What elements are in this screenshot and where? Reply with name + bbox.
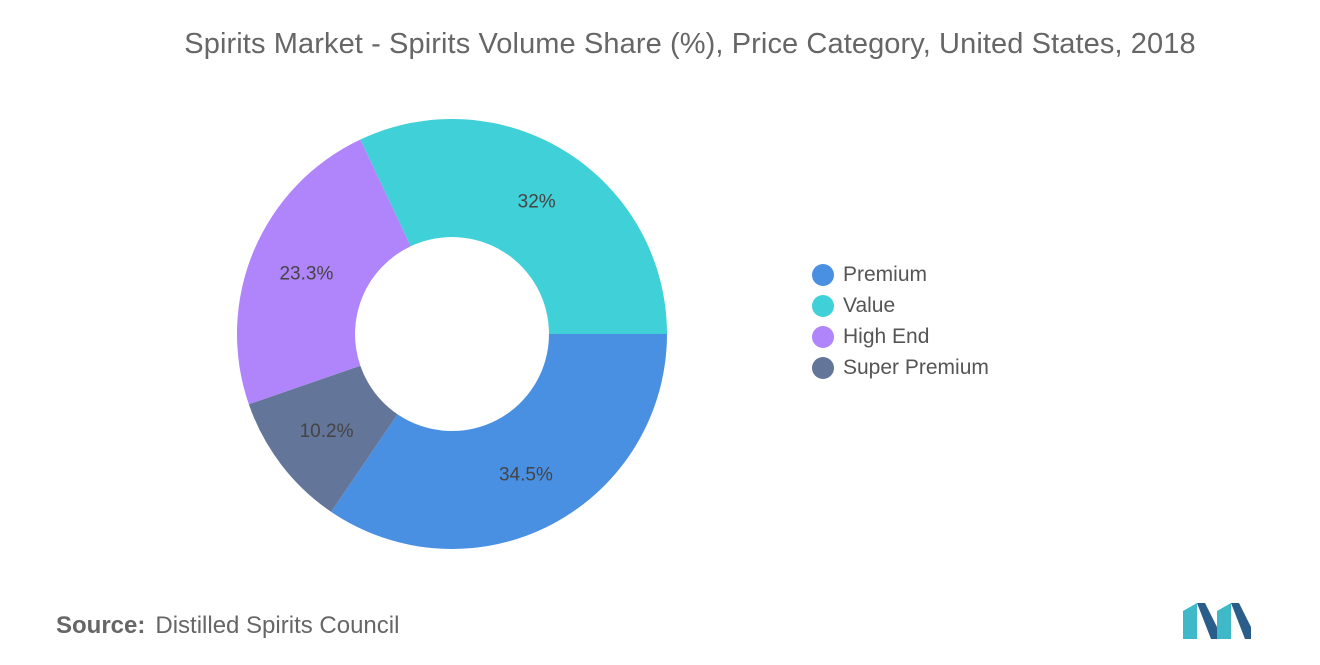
legend-label: Value — [843, 293, 896, 317]
chart-legend: Premium Value High End Super Premium — [812, 259, 989, 383]
mordor-logo-icon — [1183, 603, 1251, 639]
slice-label: 10.2% — [300, 421, 354, 442]
legend-swatch — [812, 263, 834, 286]
legend-item-value[interactable]: Value — [812, 290, 989, 321]
source-text: Distilled Spirits Council — [155, 612, 400, 639]
legend-item-premium[interactable]: Premium — [812, 259, 989, 290]
slice-label: 32% — [518, 192, 556, 213]
donut-slice-super-premium[interactable] — [248, 365, 398, 512]
legend-swatch — [812, 356, 834, 379]
legend-swatch — [812, 325, 834, 348]
source-label: Source: — [56, 612, 146, 639]
legend-label: High End — [843, 324, 930, 348]
legend-swatch — [812, 294, 834, 317]
slice-label: 23.3% — [279, 264, 333, 285]
chart-title: Spirits Market - Spirits Volume Share (%… — [184, 28, 1196, 60]
donut-slice-value[interactable] — [360, 119, 667, 334]
legend-item-high-end[interactable]: High End — [812, 321, 989, 352]
donut-slice-premium[interactable] — [331, 334, 667, 549]
legend-item-super-premium[interactable]: Super Premium — [812, 352, 989, 383]
legend-label: Super Premium — [843, 355, 989, 379]
source-note: Source: Distilled Spirits Council — [56, 612, 399, 640]
legend-label: Premium — [843, 262, 928, 286]
slice-label: 34.5% — [499, 465, 553, 486]
donut-slice-high-end[interactable] — [236, 139, 411, 405]
